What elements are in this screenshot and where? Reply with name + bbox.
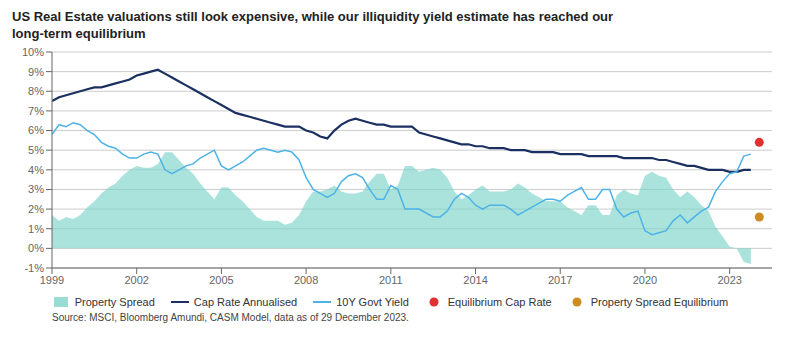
svg-text:2%: 2% bbox=[28, 203, 44, 215]
svg-text:6%: 6% bbox=[28, 124, 44, 136]
html-text:Cap Rate Annualised: Cap Rate Annualised bbox=[193, 296, 298, 308]
html-text:Property Spread: Property Spread bbox=[74, 296, 155, 308]
svg-text:2023: 2023 bbox=[717, 274, 741, 286]
svg-text:0%: 0% bbox=[28, 242, 44, 254]
html-text:10Y Govt Yield: 10Y Govt Yield bbox=[336, 296, 409, 308]
html-text:Property Spread Equilibrium: Property Spread Equilibrium bbox=[590, 296, 729, 308]
svg-text:1999: 1999 bbox=[40, 274, 64, 286]
svg-text:2017: 2017 bbox=[548, 274, 572, 286]
svg-text:3%: 3% bbox=[28, 183, 44, 195]
svg-text:9%: 9% bbox=[28, 66, 44, 78]
svg-text:1%: 1% bbox=[28, 223, 44, 235]
html-text:Source: MSCI, Bloomberg Amundi: Source: MSCI, Bloomberg Amundi, CASM Mod… bbox=[52, 312, 409, 323]
html-text:Equilibrium Cap Rate: Equilibrium Cap Rate bbox=[447, 296, 552, 308]
svg-text:2002: 2002 bbox=[124, 274, 148, 286]
svg-text:-1%: -1% bbox=[24, 262, 44, 274]
html-text:US Real Estate valuations stil: US Real Estate valuations still look exp… bbox=[12, 9, 614, 24]
svg-text:2011: 2011 bbox=[379, 274, 403, 286]
svg-text:5%: 5% bbox=[28, 144, 44, 156]
svg-text:4%: 4% bbox=[28, 164, 44, 176]
svg-text:8%: 8% bbox=[28, 85, 44, 97]
svg-text:2020: 2020 bbox=[633, 274, 657, 286]
svg-text:10%: 10% bbox=[22, 46, 44, 58]
svg-text:2008: 2008 bbox=[294, 274, 318, 286]
html-text:long-term equilibrium: long-term equilibrium bbox=[12, 26, 146, 41]
svg-text:2014: 2014 bbox=[463, 274, 487, 286]
svg-text:2005: 2005 bbox=[209, 274, 233, 286]
svg-text:7%: 7% bbox=[28, 105, 44, 117]
